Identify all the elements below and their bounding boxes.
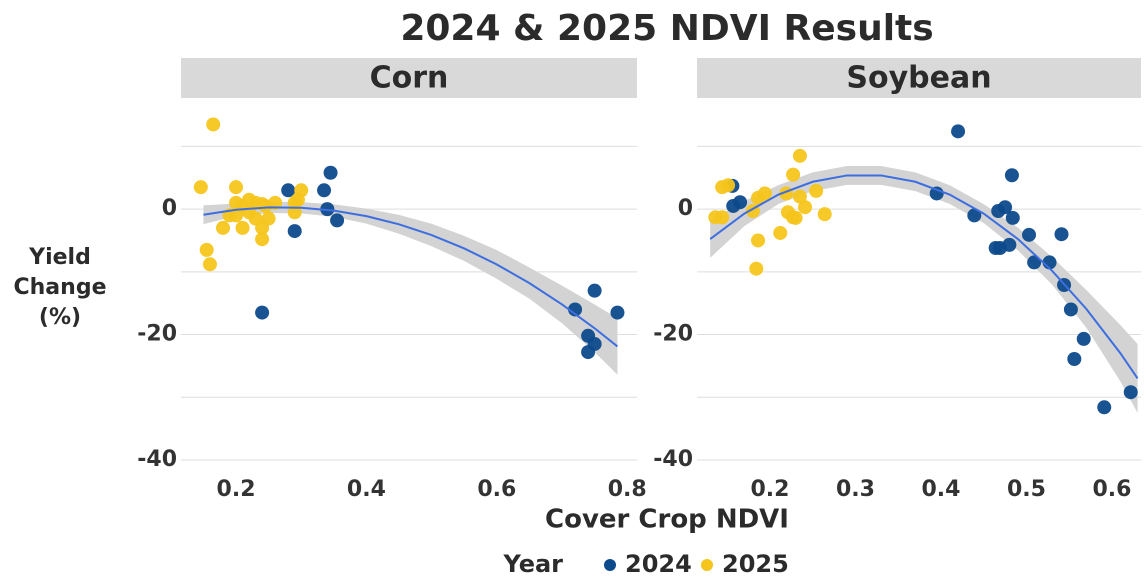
point	[323, 165, 338, 180]
point	[1076, 331, 1091, 346]
point	[792, 189, 807, 204]
point	[1022, 227, 1037, 242]
point	[1027, 255, 1042, 270]
point	[749, 261, 764, 276]
point	[235, 220, 250, 235]
y-axis-label: Yield Change (%)	[13, 245, 107, 330]
point	[817, 207, 832, 222]
point	[215, 220, 230, 235]
point	[193, 180, 208, 195]
point	[268, 195, 283, 210]
point	[199, 242, 214, 257]
point	[792, 148, 807, 163]
x-tick-label: 0.2	[217, 477, 256, 502]
point	[798, 200, 813, 215]
point	[1054, 227, 1069, 242]
point	[1005, 210, 1020, 225]
y-tick-label: -20	[137, 322, 177, 347]
point	[261, 211, 276, 226]
point	[1123, 385, 1138, 400]
x-axis-label: Cover Crop NDVI	[545, 505, 789, 535]
point	[287, 224, 302, 239]
legend-swatch	[701, 559, 713, 571]
point	[255, 232, 270, 247]
x-tick-label: 0.3	[836, 477, 875, 502]
point	[281, 183, 296, 198]
point	[951, 124, 966, 139]
legend-title: Year	[503, 550, 564, 578]
point	[587, 283, 602, 298]
point	[715, 210, 730, 225]
x-tick-label: 0.4	[347, 477, 386, 502]
x-tick-label: 0.6	[477, 477, 516, 502]
confidence-band	[710, 166, 1138, 413]
point	[610, 305, 625, 320]
trend-line	[709, 174, 1139, 380]
x-tick-label: 0.4	[921, 477, 960, 502]
point	[568, 302, 583, 317]
chart-title: 2024 & 2025 NDVI Results	[400, 8, 933, 49]
point	[1004, 168, 1019, 183]
y-tick-label: -40	[137, 447, 177, 472]
point	[998, 200, 1013, 215]
point	[1067, 352, 1082, 366]
legend-label: 2025	[722, 550, 789, 578]
point	[733, 195, 748, 210]
trend-line	[203, 206, 619, 348]
y-tick-label: 0	[162, 196, 177, 221]
point	[206, 117, 221, 132]
point	[967, 208, 982, 223]
point	[330, 213, 345, 228]
point	[788, 210, 803, 225]
point	[290, 192, 305, 207]
point	[1063, 302, 1078, 317]
point	[809, 183, 824, 198]
x-tick-label: 0.8	[608, 477, 647, 502]
point	[751, 233, 766, 248]
facet-strip	[181, 58, 637, 98]
legend-label: 2024	[625, 550, 692, 578]
point	[721, 178, 736, 193]
legend-swatch	[604, 559, 616, 571]
facet-title: Soybean	[846, 61, 991, 96]
point	[1097, 400, 1112, 415]
point	[587, 336, 602, 351]
point	[929, 186, 944, 201]
y-tick-label: 0	[678, 196, 693, 221]
point	[229, 180, 244, 195]
point	[317, 183, 332, 198]
y-tick-label: -40	[653, 447, 693, 472]
x-tick-label: 0.5	[1007, 477, 1046, 502]
confidence-band	[203, 201, 618, 375]
point	[202, 257, 217, 272]
point	[773, 225, 788, 240]
point	[1002, 237, 1017, 252]
facet-title: Corn	[370, 61, 449, 96]
x-tick-label: 0.2	[751, 477, 790, 502]
x-tick-label: 0.6	[1092, 477, 1131, 502]
point	[786, 167, 801, 182]
y-tick-label: -20	[653, 322, 693, 347]
facet-strip	[697, 58, 1141, 98]
point	[751, 190, 766, 205]
point	[255, 305, 270, 320]
point	[287, 205, 302, 220]
